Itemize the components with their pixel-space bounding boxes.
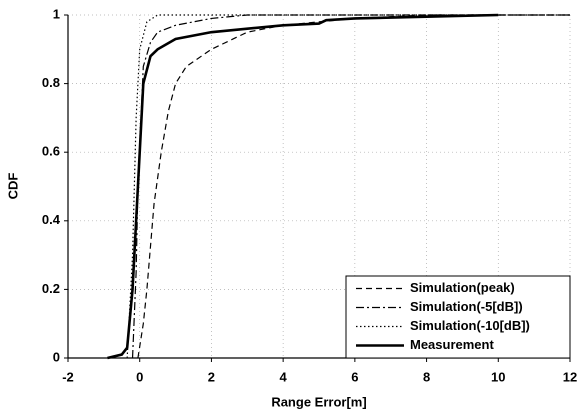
x-tick-label: 12 <box>563 369 577 384</box>
x-axis-label: Range Error[m] <box>271 394 366 409</box>
legend-label: Measurement <box>410 337 494 352</box>
y-tick-label: 0.2 <box>42 281 60 296</box>
series-line <box>126 14 570 359</box>
series-line <box>131 14 570 359</box>
x-tick-label: 10 <box>491 369 505 384</box>
x-tick-label: 0 <box>136 369 143 384</box>
x-tick-label: 2 <box>208 369 215 384</box>
y-tick-label: 0.4 <box>42 212 61 227</box>
y-tick-label: 0.6 <box>42 144 60 159</box>
x-tick-label: 8 <box>423 369 430 384</box>
x-tick-label: 4 <box>280 369 288 384</box>
y-tick-label: 1 <box>53 6 60 21</box>
y-axis-label: CDF <box>5 173 20 200</box>
y-tick-label: 0 <box>53 349 60 364</box>
legend-label: Simulation(-5[dB]) <box>410 299 523 314</box>
legend-label: Simulation(peak) <box>410 280 515 295</box>
x-tick-label: 6 <box>351 369 358 384</box>
series-line <box>107 13 499 360</box>
y-tick-label: 0.8 <box>42 75 60 90</box>
legend-label: Simulation(-10[dB]) <box>410 318 530 333</box>
x-tick-label: -2 <box>62 369 74 384</box>
